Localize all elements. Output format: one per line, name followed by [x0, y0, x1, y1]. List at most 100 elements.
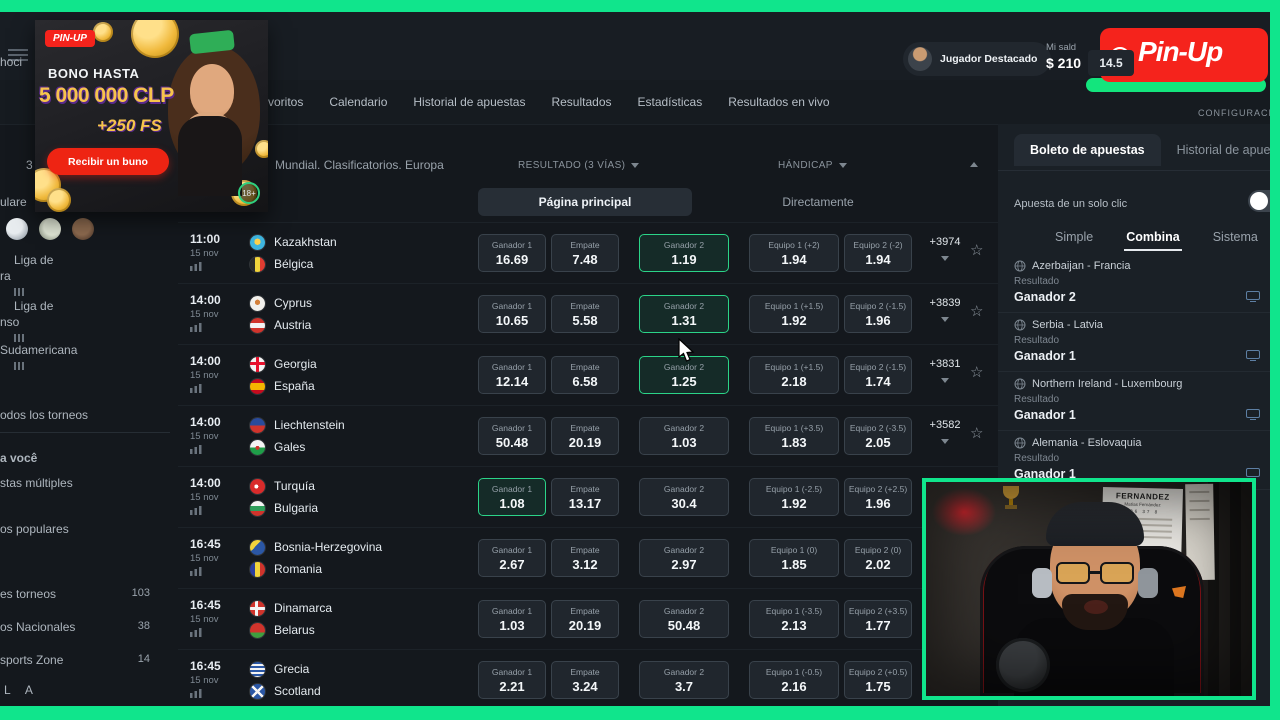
nav-item[interactable]: Resultados en vivo: [728, 95, 830, 109]
favorite-star-icon[interactable]: ☆: [970, 364, 984, 381]
bet-slip-item[interactable]: Northern Ireland - Luxembourg Resultado …: [998, 372, 1270, 431]
more-markets-button[interactable]: +3974: [922, 236, 968, 266]
featured-player-badge[interactable]: Jugador Destacado: [903, 42, 1052, 76]
odds-button[interactable]: Equipo 1 (+3.5) 1.83: [749, 417, 839, 455]
sidebar-item-populares[interactable]: ulare: [0, 195, 27, 209]
odds-button[interactable]: Empate 3.12: [551, 539, 619, 577]
odds-button[interactable]: Ganador 2 3.7: [639, 661, 729, 699]
odds-button[interactable]: Equipo 1 (-2.5) 1.92: [749, 478, 839, 516]
odds-button[interactable]: Equipo 2 (-3.5) 2.05: [844, 417, 912, 455]
odds-button[interactable]: Ganador 1 10.65: [478, 295, 546, 333]
odds-button[interactable]: Equipo 1 (+1.5) 2.18: [749, 356, 839, 394]
odds-button[interactable]: Ganador 2 1.31: [639, 295, 729, 333]
match-teams[interactable]: Kazakhstan Bélgica: [250, 231, 337, 275]
odds-button[interactable]: Ganador 1 16.69: [478, 234, 546, 272]
mode-sistema[interactable]: Sistema: [1212, 230, 1258, 244]
odds-button[interactable]: Empate 20.19: [551, 600, 619, 638]
sport-icon-football[interactable]: [6, 218, 28, 240]
stats-icon[interactable]: [190, 628, 202, 637]
odds-button[interactable]: Equipo 2 (+3.5) 1.77: [844, 600, 912, 638]
stats-icon[interactable]: [190, 323, 202, 332]
odds-button[interactable]: Ganador 1 1.08: [478, 478, 546, 516]
match-teams[interactable]: Liechtenstein Gales: [250, 414, 345, 458]
sidebar-all-tournaments[interactable]: odos los torneos: [0, 408, 89, 422]
stats-icon[interactable]: [190, 384, 202, 393]
market-group-dropdown-2[interactable]: HÁNDICAP: [778, 160, 847, 171]
favorite-star-icon[interactable]: ☆: [970, 425, 984, 442]
odds-button[interactable]: Ganador 1 50.48: [478, 417, 546, 455]
nav-item[interactable]: Estadísticas: [637, 95, 703, 109]
match-teams[interactable]: Dinamarca Belarus: [250, 597, 332, 641]
odds-button[interactable]: Ganador 1 1.03: [478, 600, 546, 638]
odds-button[interactable]: Equipo 2 (-1.5) 1.96: [844, 295, 912, 333]
collapse-chevron-icon[interactable]: [970, 162, 978, 167]
sidebar-item-top-tournaments[interactable]: es torneos 103: [0, 587, 150, 601]
tab-bet-history[interactable]: Historial de apue: [1176, 143, 1270, 157]
odds-button[interactable]: Ganador 2 2.97: [639, 539, 729, 577]
settings-link[interactable]: CONFIGURACIÓ: [1198, 108, 1270, 118]
more-markets-button[interactable]: +3582: [922, 419, 968, 449]
sidebar-item-esports[interactable]: sports Zone 14: [0, 653, 150, 667]
odds-button[interactable]: Equipo 2 (-1.5) 1.74: [844, 356, 912, 394]
odds-button[interactable]: Ganador 2 1.19: [639, 234, 729, 272]
odds-button[interactable]: Empate 13.17: [551, 478, 619, 516]
mode-simple[interactable]: Simple: [1055, 230, 1094, 244]
odds-button[interactable]: Ganador 1 12.14: [478, 356, 546, 394]
odds-button[interactable]: Equipo 1 (+1.5) 1.92: [749, 295, 839, 333]
odds-button[interactable]: Empate 5.58: [551, 295, 619, 333]
stats-icon[interactable]: [190, 567, 202, 576]
odds-button[interactable]: Empate 6.58: [551, 356, 619, 394]
odds-button[interactable]: Equipo 2 (-2) 1.94: [844, 234, 912, 272]
odds-button[interactable]: Equipo 2 (0) 2.02: [844, 539, 912, 577]
odds-button[interactable]: Ganador 2 50.48: [639, 600, 729, 638]
odds-button[interactable]: Ganador 1 2.67: [478, 539, 546, 577]
odds-button[interactable]: Equipo 1 (-3.5) 2.13: [749, 600, 839, 638]
stats-icon[interactable]: [190, 506, 202, 515]
sidebar-item-multiples[interactable]: stas múltiples: [0, 476, 73, 490]
bet-slip-item[interactable]: Alemania - Eslovaquia Resultado Ganador …: [998, 431, 1270, 490]
nav-item[interactable]: Resultados: [551, 95, 612, 109]
sidebar-league-2[interactable]: Liga de nso: [0, 298, 53, 342]
odds-button[interactable]: Equipo 1 (+2) 1.94: [749, 234, 839, 272]
nav-item[interactable]: Historial de apuestas: [413, 95, 526, 109]
more-markets-button[interactable]: +3831: [922, 358, 968, 388]
favorite-star-icon[interactable]: ☆: [970, 303, 984, 320]
odds-button[interactable]: Ganador 2 1.25: [639, 356, 729, 394]
tab-main-page[interactable]: Página principal: [478, 188, 692, 216]
odds-button[interactable]: Equipo 1 (-0.5) 2.16: [749, 661, 839, 699]
odds-button[interactable]: Ganador 1 2.21: [478, 661, 546, 699]
match-teams[interactable]: Bosnia-Herzegovina Romania: [250, 536, 382, 580]
match-teams[interactable]: Turquía Bulgaria: [250, 475, 318, 519]
balance-block[interactable]: Mi sald $ 210: [1046, 42, 1081, 71]
sidebar-league-3[interactable]: Sudamericana: [0, 342, 77, 370]
nav-item[interactable]: voritos: [268, 95, 304, 109]
odds-button[interactable]: Empate 20.19: [551, 417, 619, 455]
sidebar-item-popular-events[interactable]: os populares: [0, 522, 69, 536]
menu-icon[interactable]: [8, 46, 28, 62]
stats-icon[interactable]: [190, 262, 202, 271]
promo-cta-button[interactable]: Recibir un buno: [47, 148, 169, 175]
odds-button[interactable]: Equipo 2 (+2.5) 1.96: [844, 478, 912, 516]
one-click-toggle[interactable]: [1248, 190, 1270, 212]
odds-button[interactable]: Empate 3.24: [551, 661, 619, 699]
match-teams[interactable]: Georgia España: [250, 353, 317, 397]
nav-item[interactable]: Calendario: [329, 95, 388, 109]
match-teams[interactable]: Cyprus Austria: [250, 292, 312, 336]
favorite-star-icon[interactable]: ☆: [970, 242, 984, 259]
stats-icon[interactable]: [190, 445, 202, 454]
sport-icon-tennis[interactable]: [39, 218, 61, 240]
mode-combina[interactable]: Combina: [1124, 230, 1183, 251]
tab-bet-slip[interactable]: Boleto de apuestas: [1014, 134, 1161, 166]
sidebar-fragment-top[interactable]: hoci: [0, 55, 23, 69]
stats-icon[interactable]: [190, 689, 202, 698]
odds-button[interactable]: Ganador 2 1.03: [639, 417, 729, 455]
odds-button[interactable]: Empate 7.48: [551, 234, 619, 272]
odds-button[interactable]: Ganador 2 30.4: [639, 478, 729, 516]
more-markets-button[interactable]: +3839: [922, 297, 968, 327]
tab-directly[interactable]: Directamente: [782, 195, 854, 209]
match-teams[interactable]: Grecia Scotland: [250, 658, 321, 702]
bet-slip-item[interactable]: Azerbaijan - Francia Resultado Ganador 2: [998, 254, 1270, 313]
sidebar-item-national[interactable]: os Nacionales 38: [0, 620, 150, 634]
odds-button[interactable]: Equipo 2 (+0.5) 1.75: [844, 661, 912, 699]
market-group-dropdown-1[interactable]: RESULTADO (3 VÍAS): [518, 160, 640, 171]
